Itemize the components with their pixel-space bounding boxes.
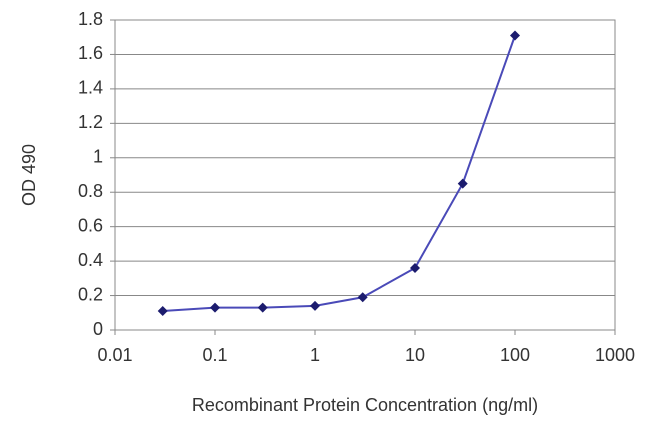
y-tick-label: 1.6 bbox=[78, 43, 103, 63]
y-tick-label: 1.4 bbox=[78, 78, 103, 98]
y-tick-label: 0.6 bbox=[78, 215, 103, 235]
x-tick-label: 10 bbox=[405, 345, 425, 365]
data-point bbox=[157, 306, 168, 317]
y-tick-label: 0 bbox=[93, 319, 103, 339]
data-point bbox=[510, 30, 520, 41]
y-tick-label: 1 bbox=[93, 147, 103, 167]
y-axis-label: OD 490 bbox=[19, 144, 39, 206]
data-point bbox=[410, 263, 420, 273]
data-point bbox=[310, 300, 320, 311]
data-point bbox=[257, 302, 268, 313]
y-tick-label: 0.2 bbox=[78, 284, 103, 304]
y-tick-label: 1.8 bbox=[78, 9, 103, 29]
y-tick-label: 0.8 bbox=[78, 181, 103, 201]
x-tick-label: 1000 bbox=[595, 345, 635, 365]
data-point bbox=[457, 178, 468, 189]
x-tick-label: 0.1 bbox=[202, 345, 227, 365]
data-point bbox=[210, 302, 220, 313]
x-tick-label: 100 bbox=[500, 345, 530, 365]
y-tick-label: 0.4 bbox=[78, 250, 103, 270]
plot-area bbox=[114, 19, 616, 331]
x-axis-label: Recombinant Protein Concentration (ng/ml… bbox=[192, 395, 538, 415]
x-tick-label: 0.01 bbox=[97, 345, 132, 365]
data-line bbox=[162, 35, 516, 313]
x-tick-label: 1 bbox=[310, 345, 320, 365]
data-point bbox=[357, 292, 368, 303]
y-tick-label: 1.2 bbox=[78, 112, 103, 132]
